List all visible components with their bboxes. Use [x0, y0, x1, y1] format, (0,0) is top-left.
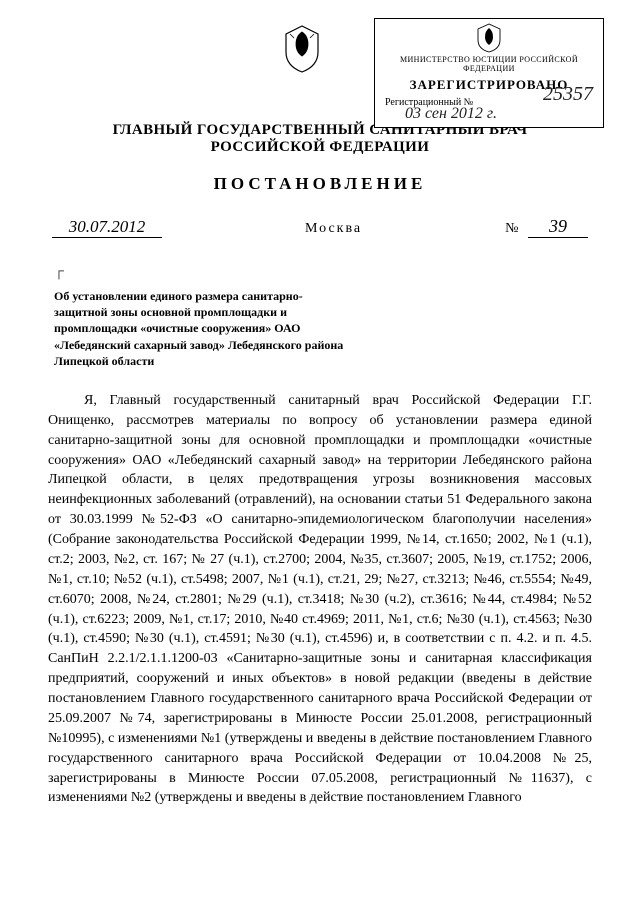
stamp-emblem-icon [475, 23, 503, 53]
document-number-value: 39 [528, 216, 588, 238]
state-emblem-icon [280, 24, 324, 74]
stamp-regnum-value: 25357 [543, 83, 593, 106]
document-body: Я, Главный государственный санитарный вр… [48, 391, 592, 808]
corner-mark-icon: ┌ [48, 264, 592, 280]
document-number-block: № 39 [505, 216, 588, 238]
document-number-label: № [505, 221, 518, 236]
registration-stamp: МИНИСТЕРСТВО ЮСТИЦИИ РОССИЙСКОЙ ФЕДЕРАЦИ… [374, 18, 604, 128]
document-subject: Об установлении единого размера санитарн… [48, 288, 354, 369]
stamp-ministry-label: МИНИСТЕРСТВО ЮСТИЦИИ РОССИЙСКОЙ ФЕДЕРАЦИ… [381, 55, 597, 73]
document-date: 30.07.2012 [52, 217, 162, 238]
stamp-regdate-value: 03 сен 2012 г. [405, 105, 497, 123]
meta-row: 30.07.2012 Москва № 39 [48, 216, 592, 238]
issuer-line2: РОССИЙСКОЙ ФЕДЕРАЦИИ [48, 139, 592, 156]
document-city: Москва [305, 221, 362, 237]
document-type: ПОСТАНОВЛЕНИЕ [48, 174, 592, 194]
